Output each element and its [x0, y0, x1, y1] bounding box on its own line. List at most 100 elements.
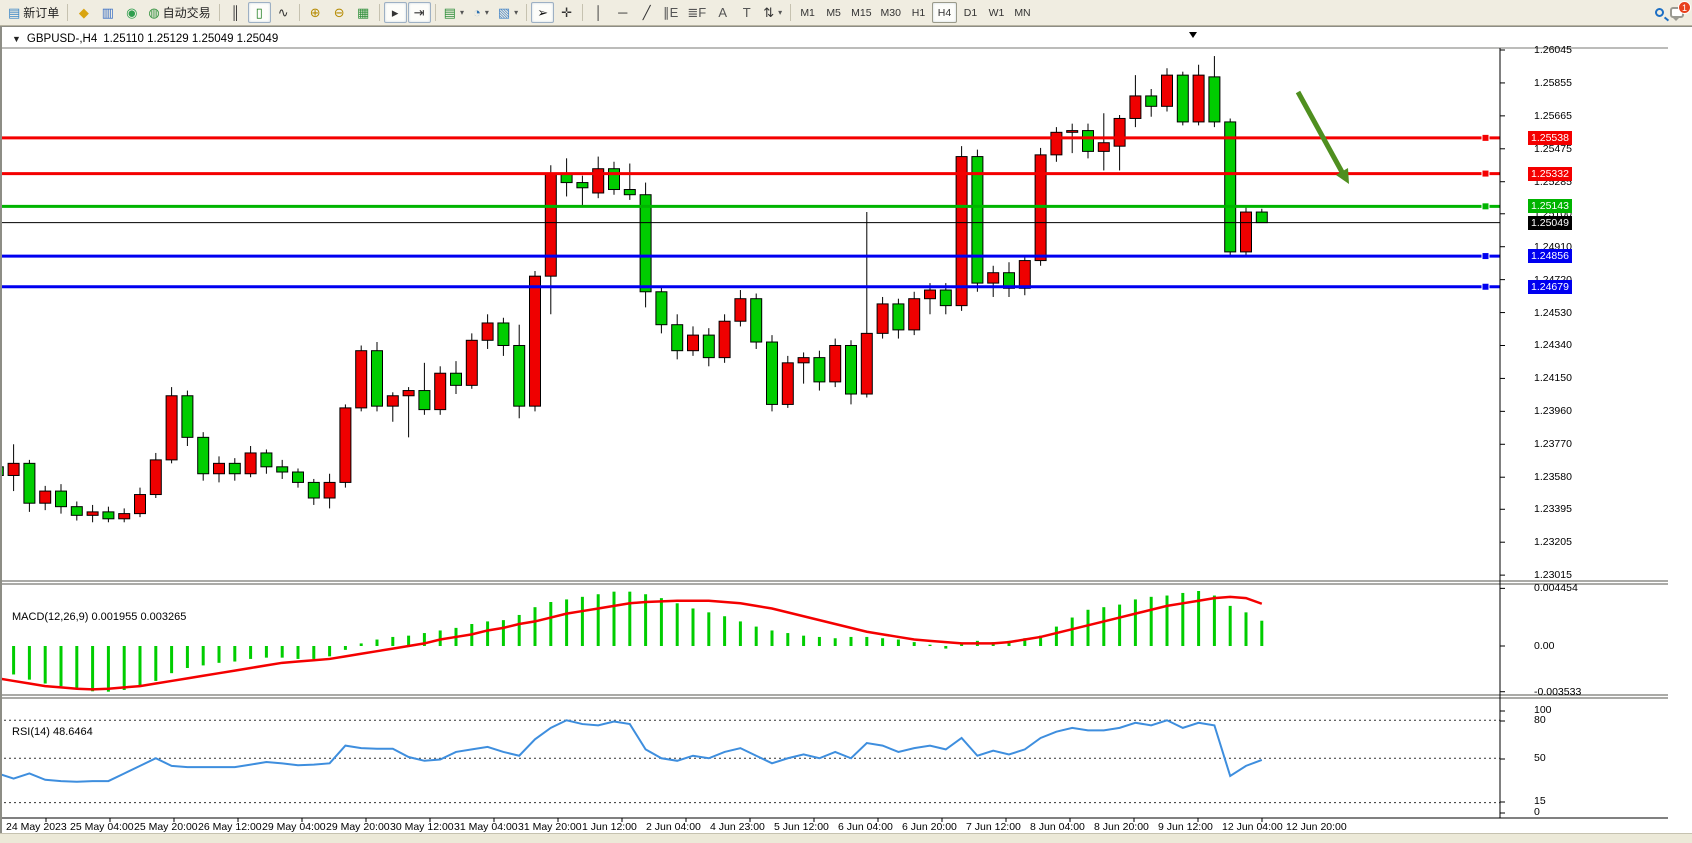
candle-body	[893, 304, 904, 330]
new-order-button[interactable]: ▤新订单	[4, 2, 63, 23]
timeframe-m1-button[interactable]: M1	[795, 2, 820, 23]
candle-body	[751, 299, 762, 342]
chart-plot-area[interactable]	[2, 27, 1692, 843]
notifications-button[interactable]: 1	[1670, 7, 1684, 18]
candlestick-button[interactable]: ▯	[248, 2, 271, 23]
candle-body	[71, 507, 82, 516]
timeframe-mn-button[interactable]: MN	[1010, 2, 1035, 23]
bar-chart-button[interactable]: ║	[224, 2, 247, 23]
candle-body	[340, 408, 351, 483]
timeframe-m15-button[interactable]: M15	[847, 2, 875, 23]
indicators-button[interactable]: ▤▾	[440, 2, 468, 23]
candle-body	[798, 358, 809, 363]
new-order-button-label: 新订单	[23, 4, 59, 21]
candle-body	[1051, 132, 1062, 155]
price-line-label: 1.24679	[1528, 280, 1572, 294]
crosshair-button[interactable]: ✛	[555, 2, 578, 23]
candle-body	[577, 183, 588, 188]
candle-body	[229, 463, 240, 473]
candle-body	[830, 345, 841, 381]
candle-body	[1209, 77, 1220, 122]
trendline-button[interactable]: ╱	[635, 2, 658, 23]
candle-body	[925, 290, 936, 299]
candle-body	[767, 342, 778, 404]
arrows-button[interactable]: ⇅▾	[759, 2, 786, 23]
timeframe-m5-button[interactable]: M5	[821, 2, 846, 23]
candle-body	[735, 299, 746, 322]
candle-body	[87, 512, 98, 515]
zoom-in-button[interactable]: ⊕	[304, 2, 327, 23]
price-line-handle[interactable]	[1482, 170, 1489, 177]
timeframe-h1-button[interactable]: H1	[906, 2, 931, 23]
trendline-icon: ╱	[643, 6, 651, 19]
text-label-button[interactable]: T	[735, 2, 758, 23]
autotrading-button-label: 自动交易	[163, 4, 211, 21]
signals-icon-icon: ◉	[126, 6, 137, 19]
zoom-in-icon: ⊕	[310, 6, 321, 19]
horizontal-line-button[interactable]: ─	[611, 2, 634, 23]
candle-body	[403, 391, 414, 396]
price-line-label: 1.24856	[1528, 249, 1572, 263]
virtual-hosting-icon-icon: ▥	[102, 6, 114, 19]
candle-body	[624, 190, 635, 195]
candle-body	[1083, 131, 1094, 152]
price-line-handle[interactable]	[1482, 203, 1489, 210]
price-axis-area[interactable]	[1500, 48, 1668, 834]
chart-window[interactable]: ▼ GBPUSD-,H4 1.25110 1.25129 1.25049 1.2…	[0, 26, 1692, 842]
auto-scroll-button[interactable]: ▸	[384, 2, 407, 23]
notification-badge: 1	[1678, 1, 1691, 14]
tile-windows-button[interactable]: ▦	[352, 2, 375, 23]
candle-body	[182, 396, 193, 438]
toolbar-separator	[219, 4, 220, 21]
candle-body	[166, 396, 177, 460]
candle-body	[103, 512, 114, 519]
channel-button[interactable]: ∥E	[659, 2, 682, 23]
chart-shift-button[interactable]: ⇥	[408, 2, 431, 23]
autotrading-button[interactable]: ◍ 自动交易	[144, 2, 214, 23]
candle-body	[245, 453, 256, 474]
candlestick-icon: ▯	[256, 6, 263, 19]
candle-body	[150, 460, 161, 495]
macd-pane[interactable]	[2, 585, 1500, 695]
candle-body	[940, 290, 951, 306]
timeframe-h4-button[interactable]: H4	[932, 2, 957, 23]
vertical-line-button[interactable]: │	[587, 2, 610, 23]
candle-body	[782, 363, 793, 405]
candle-body	[656, 292, 667, 325]
price-line-handle[interactable]	[1482, 134, 1489, 141]
candle-body	[1256, 212, 1267, 223]
bar-chart-icon: ║	[231, 6, 240, 19]
templates-button[interactable]: ▧▾	[494, 2, 522, 23]
periods-button[interactable]: ◔▾	[469, 2, 493, 23]
cursor-button[interactable]: ➢	[531, 2, 554, 23]
horizontal-line-icon: ─	[618, 6, 627, 19]
timeframe-w1-button[interactable]: W1	[984, 2, 1009, 23]
zoom-out-button[interactable]: ⊖	[328, 2, 351, 23]
timeframe-d1-button[interactable]: D1	[958, 2, 983, 23]
candle-body	[498, 323, 509, 346]
fibonacci-button[interactable]: ≣F	[683, 2, 710, 23]
metaeditor-icon[interactable]: ◆	[72, 2, 95, 23]
candle-body	[8, 463, 19, 475]
candle-body	[1019, 261, 1030, 289]
candle-body	[609, 169, 620, 190]
candle-body	[561, 174, 572, 183]
signals-icon[interactable]: ◉	[120, 2, 143, 23]
text-button[interactable]: A	[711, 2, 734, 23]
autotrading-icon: ◍	[148, 6, 159, 19]
crosshair-icon: ✛	[561, 6, 572, 19]
candle-body	[435, 373, 446, 409]
candle-body	[1114, 118, 1125, 146]
candle-body	[387, 396, 398, 406]
price-line-label: 1.25538	[1528, 131, 1572, 145]
search-icon[interactable]	[1655, 8, 1664, 17]
chart-menu-icon[interactable]: ▼	[12, 34, 21, 44]
price-line-handle[interactable]	[1482, 253, 1489, 260]
line-chart-button[interactable]: ∿	[272, 2, 295, 23]
status-strip	[0, 833, 1692, 842]
toolbar-separator	[435, 4, 436, 21]
timeframe-m30-button[interactable]: M30	[877, 2, 905, 23]
price-line-handle[interactable]	[1482, 283, 1489, 290]
virtual-hosting-icon[interactable]: ▥	[96, 2, 119, 23]
metaeditor-icon-icon: ◆	[79, 6, 89, 19]
